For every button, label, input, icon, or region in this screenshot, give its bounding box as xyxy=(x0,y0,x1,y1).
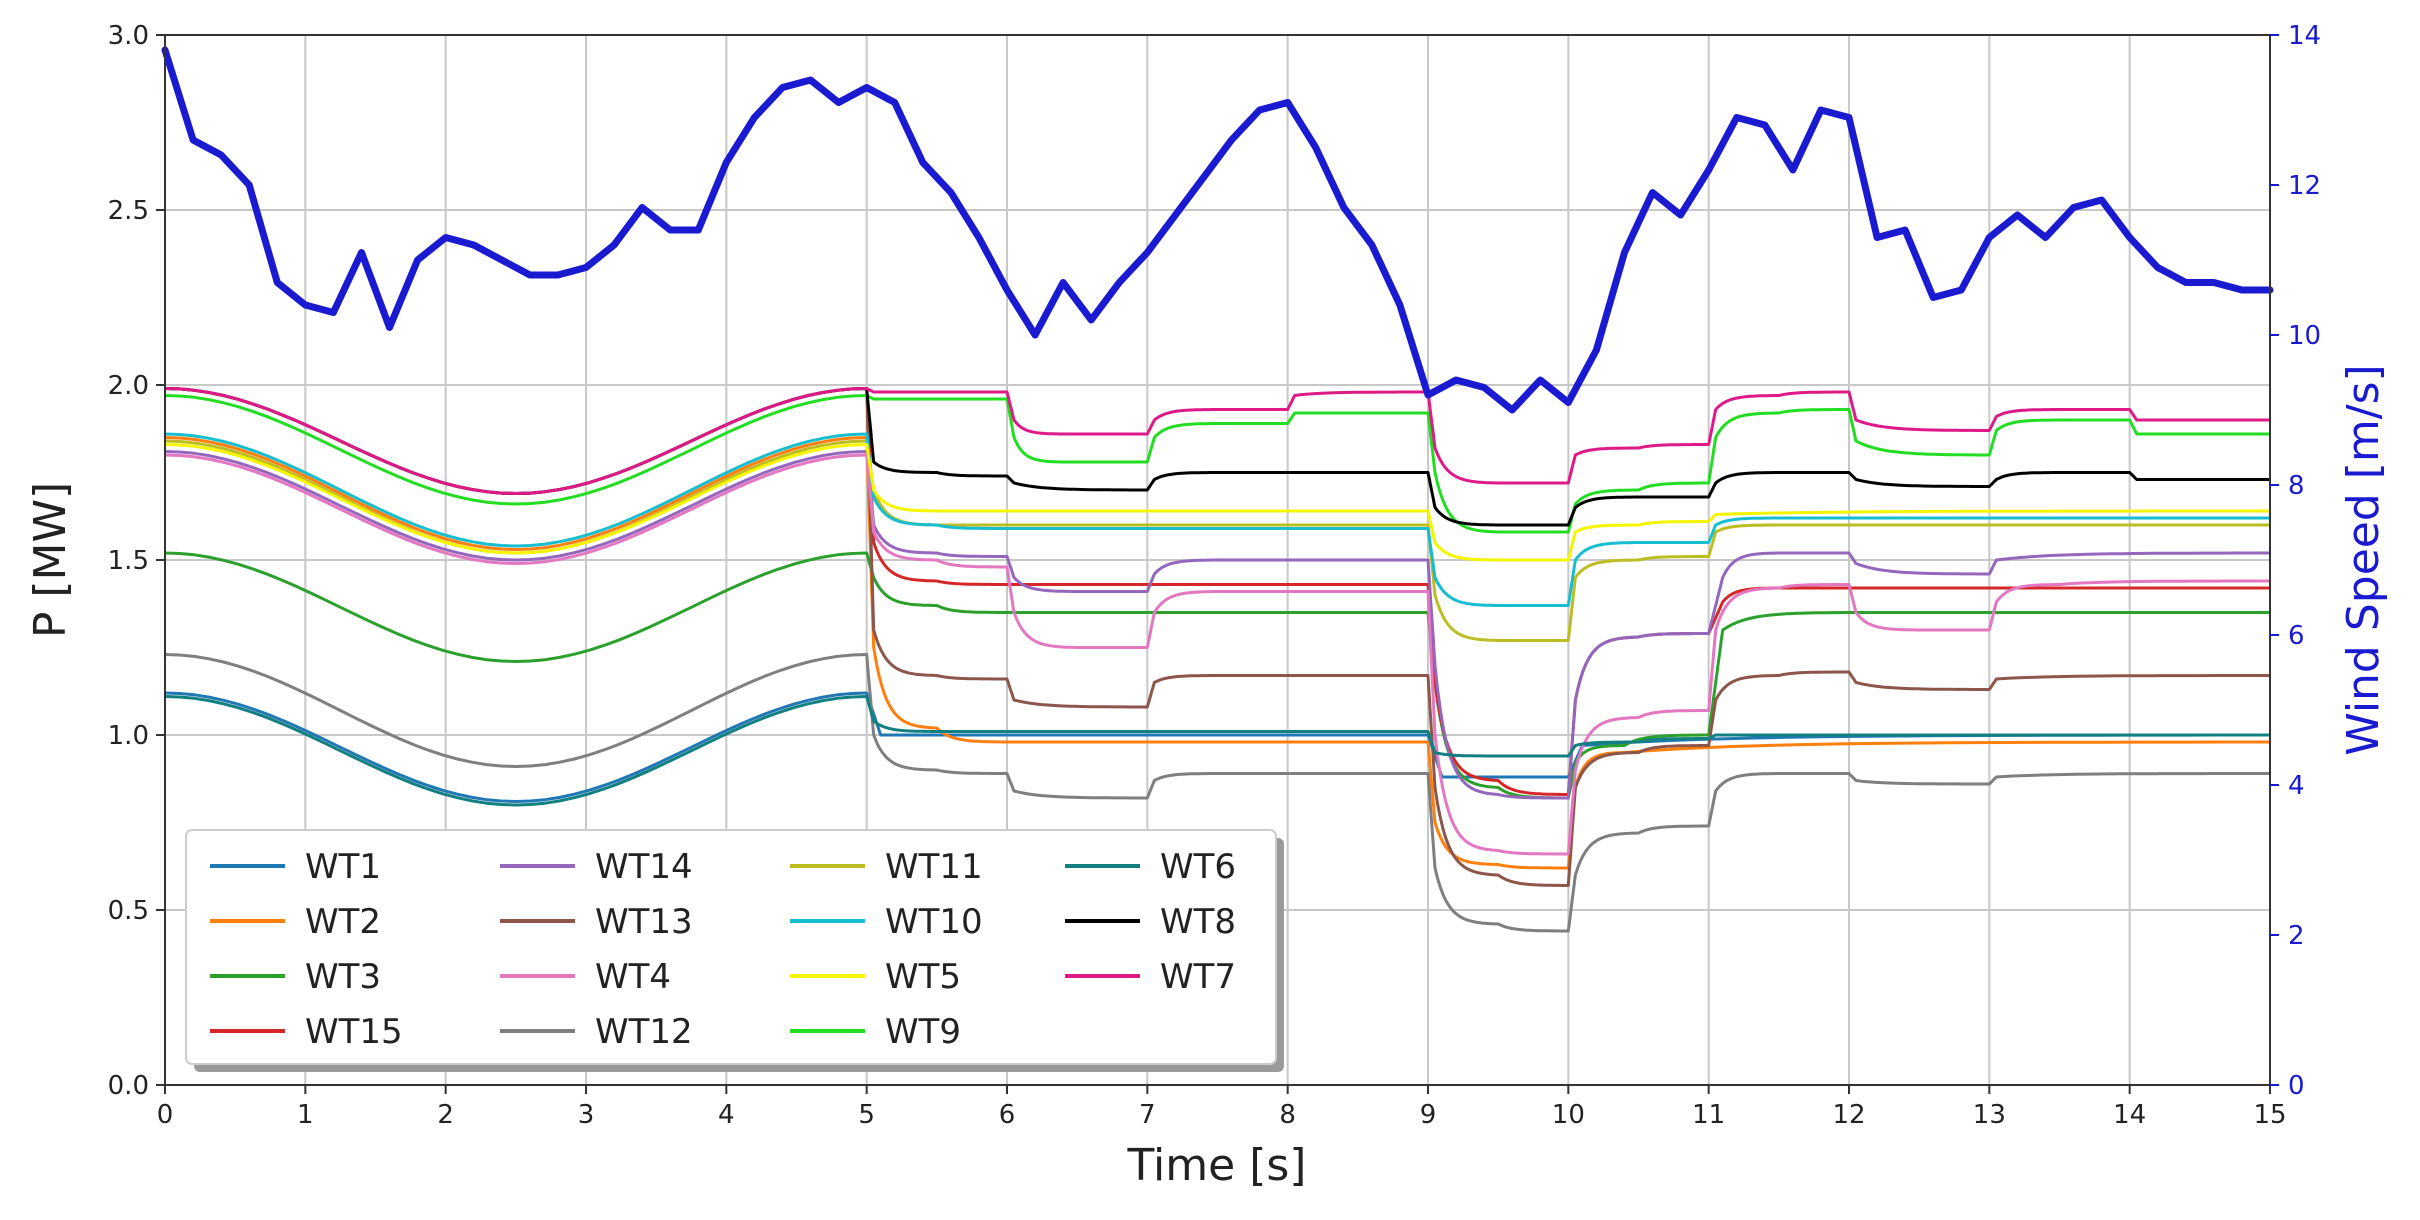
legend-label-wt11: WT11 xyxy=(885,847,983,887)
y2-tick-label: 4 xyxy=(2288,771,2305,801)
legend: WT1 WT2 WT3 WT15 WT14 WT13 WT4 WT12 WT11 WT10 WT5 W… xyxy=(185,829,1284,1072)
legend-label-wt15: WT15 xyxy=(305,1012,403,1052)
legend-label-wt1: WT1 xyxy=(305,847,381,887)
x-tick-label: 8 xyxy=(1279,1100,1296,1130)
x-tick-label: 5 xyxy=(858,1100,875,1130)
legend-label-wt5: WT5 xyxy=(885,957,961,997)
series-line-wt14 xyxy=(164,450,2270,800)
y2-tick-label: 0 xyxy=(2288,1071,2305,1101)
x-tick-label: 3 xyxy=(578,1100,595,1130)
y-tick-label: 2.5 xyxy=(108,196,149,226)
x-tick-label: 7 xyxy=(1139,1100,1156,1130)
series-line-wt9 xyxy=(164,394,2270,534)
y-tick-label: 0.5 xyxy=(108,896,149,926)
y2-axis-label: Wind Speed [m/s] xyxy=(2338,364,2389,755)
y2-tick-label: 2 xyxy=(2288,921,2305,951)
legend-label-wt13: WT13 xyxy=(595,902,693,942)
series-line-wt5 xyxy=(164,443,2270,562)
legend-label-wt10: WT10 xyxy=(885,902,983,942)
series-line-wt4 xyxy=(164,453,2270,856)
y-tick-label: 2.0 xyxy=(108,371,149,401)
x-tick-label: 12 xyxy=(1832,1100,1865,1130)
x-tick-label: 4 xyxy=(718,1100,735,1130)
y-tick-label: 0.0 xyxy=(108,1071,149,1101)
y-tick-label: 1.0 xyxy=(108,721,149,751)
x-tick-label: 10 xyxy=(1552,1100,1585,1130)
legend-label-wt7: WT7 xyxy=(1160,957,1236,997)
x-tick-label: 15 xyxy=(2253,1100,2286,1130)
x-axis-label: Time [s] xyxy=(1127,1140,1307,1191)
legend-label-wt4: WT4 xyxy=(595,957,671,997)
y2-tick-label: 8 xyxy=(2288,471,2305,501)
y2-tick-label: 6 xyxy=(2288,621,2305,651)
y2-tick-label: 10 xyxy=(2288,321,2321,351)
legend-label-wt8: WT8 xyxy=(1160,902,1236,942)
x-tick-label: 2 xyxy=(437,1100,454,1130)
x-tick-label: 0 xyxy=(157,1100,174,1130)
x-tick-label: 14 xyxy=(2113,1100,2146,1130)
x-tick-label: 13 xyxy=(1973,1100,2006,1130)
axis-ticks: 0 1 2 3 4 5 6 7 8 9 10 11 12 13 14 150.00.51.01.52.02.5… xyxy=(108,21,2321,1130)
legend-label-wt9: WT9 xyxy=(885,1012,961,1052)
legend-label-wt12: WT12 xyxy=(595,1012,693,1052)
legend-label-wt2: WT2 xyxy=(305,902,381,942)
series-line-wt6 xyxy=(164,695,2270,807)
y2-tick-label: 14 xyxy=(2288,21,2321,51)
legend-label-wt14: WT14 xyxy=(595,847,693,887)
series-line-wt7 xyxy=(164,387,2270,495)
x-tick-label: 1 xyxy=(297,1100,314,1130)
series-line-wt3 xyxy=(164,551,2270,800)
y-tick-label: 3.0 xyxy=(108,21,149,51)
series-line-wt12 xyxy=(164,653,2270,933)
power-series xyxy=(164,387,2270,933)
series-line-wt13 xyxy=(164,387,2270,887)
wind-speed-line xyxy=(161,46,2274,414)
legend-label-wt3: WT3 xyxy=(305,957,381,997)
y-axis-label: P [MW] xyxy=(25,482,76,638)
legend-label-wt6: WT6 xyxy=(1160,847,1236,887)
series-line-wt8 xyxy=(164,387,2270,527)
legend-box xyxy=(185,829,1277,1065)
y2-tick-label: 12 xyxy=(2288,171,2321,201)
x-tick-label: 9 xyxy=(1420,1100,1437,1130)
y-tick-label: 1.5 xyxy=(108,546,149,576)
x-tick-label: 11 xyxy=(1692,1100,1725,1130)
wind-speed-series xyxy=(161,46,2274,414)
x-tick-label: 6 xyxy=(999,1100,1016,1130)
